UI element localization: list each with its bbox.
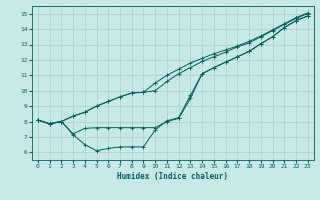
X-axis label: Humidex (Indice chaleur): Humidex (Indice chaleur) [117, 172, 228, 181]
